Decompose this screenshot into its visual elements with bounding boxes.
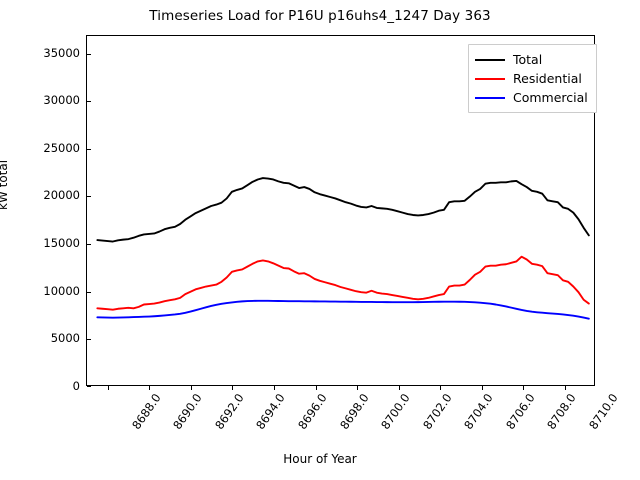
x-tick-mark bbox=[357, 386, 359, 390]
y-tick-label: 30000 bbox=[43, 93, 80, 108]
legend-color-swatch bbox=[475, 58, 505, 61]
chart-legend: Total Residential Commercial bbox=[468, 44, 597, 113]
x-tick-label: 8702.0 bbox=[419, 391, 455, 433]
legend-color-swatch bbox=[475, 96, 505, 99]
y-tick-mark bbox=[87, 291, 91, 293]
x-tick-label: 8694.0 bbox=[253, 391, 289, 433]
y-tick-mark bbox=[87, 339, 91, 341]
x-tick-mark bbox=[232, 386, 234, 390]
legend-label: Total bbox=[513, 52, 543, 67]
x-tick-label: 8708.0 bbox=[544, 391, 579, 433]
x-tick-label: 8698.0 bbox=[336, 391, 372, 433]
x-tick-mark bbox=[398, 386, 400, 390]
x-axis-label: Hour of Year bbox=[283, 452, 357, 466]
x-tick-mark bbox=[523, 386, 525, 390]
y-tick-mark bbox=[87, 101, 91, 103]
x-tick-label: 8704.0 bbox=[461, 391, 496, 433]
x-tick-mark bbox=[273, 386, 275, 390]
x-tick-mark bbox=[107, 386, 109, 390]
y-tick-label: 0 bbox=[72, 379, 80, 393]
series-line-commercial bbox=[97, 301, 588, 319]
y-tick-label: 25000 bbox=[43, 140, 80, 155]
x-tick-label: 8700.0 bbox=[378, 391, 413, 433]
legend-item: Commercial bbox=[475, 88, 588, 107]
y-tick-mark bbox=[87, 244, 91, 246]
legend-label: Residential bbox=[513, 71, 582, 86]
x-tick-label: 8688.0 bbox=[128, 391, 164, 433]
legend-label: Commercial bbox=[513, 90, 588, 105]
x-tick-label: 8692.0 bbox=[212, 391, 247, 433]
x-tick-mark bbox=[315, 386, 317, 390]
y-tick-label: 20000 bbox=[43, 188, 80, 203]
x-tick-mark bbox=[481, 386, 483, 390]
x-tick-mark bbox=[190, 386, 192, 390]
y-tick-mark bbox=[87, 386, 91, 387]
series-line-total bbox=[97, 178, 588, 241]
x-tick-mark bbox=[440, 386, 442, 390]
y-tick-label: 10000 bbox=[43, 283, 80, 298]
y-tick-mark bbox=[87, 53, 91, 55]
x-tick-label: 8710.0 bbox=[585, 391, 621, 433]
series-line-residential bbox=[97, 257, 588, 310]
chart-title: Timeseries Load for P16U p16uhs4_1247 Da… bbox=[149, 8, 491, 24]
legend-item: Total bbox=[475, 50, 588, 69]
x-tick-label: 8706.0 bbox=[502, 391, 538, 433]
legend-item: Residential bbox=[475, 69, 588, 88]
y-tick-mark bbox=[87, 196, 91, 198]
x-tick-label: 8696.0 bbox=[295, 391, 330, 433]
x-tick-mark bbox=[149, 386, 151, 390]
y-tick-label: 35000 bbox=[43, 45, 80, 60]
y-tick-label: 5000 bbox=[50, 331, 80, 346]
legend-color-swatch bbox=[475, 77, 505, 80]
x-tick-label: 8690.0 bbox=[170, 391, 206, 433]
plot-lines bbox=[87, 36, 594, 385]
y-tick-label: 15000 bbox=[43, 236, 80, 251]
y-axis-label: kW total bbox=[0, 159, 10, 210]
y-tick-mark bbox=[87, 148, 91, 150]
x-tick-mark bbox=[564, 386, 566, 390]
